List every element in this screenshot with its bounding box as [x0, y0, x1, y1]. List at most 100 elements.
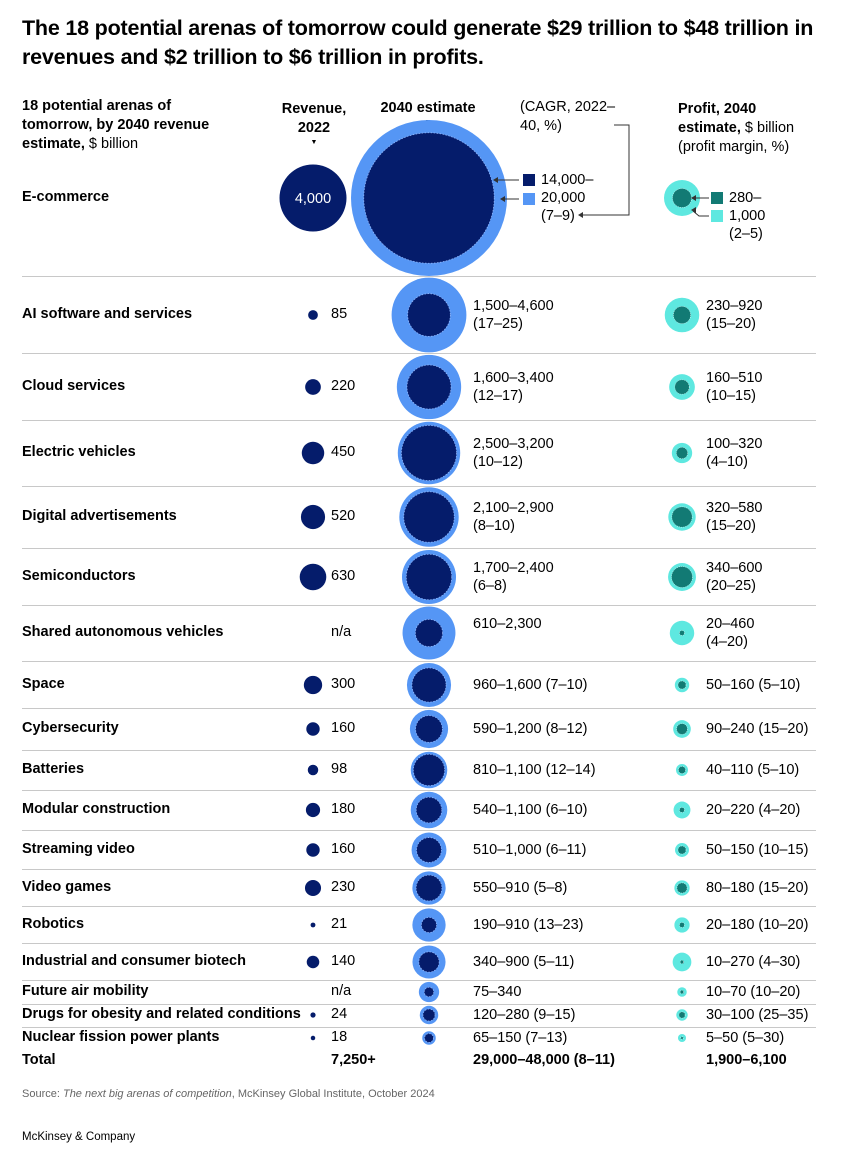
revenue-caret-icon: ▼	[310, 139, 318, 146]
profit-value: 340–600 (20–25)	[706, 559, 762, 595]
revenue-2022-bubble	[279, 164, 347, 232]
revenue-2022-value: 230	[331, 879, 356, 895]
arena-label: Electric vehicles	[22, 444, 136, 460]
legend-profit-low: 280–	[729, 190, 762, 206]
estimate-range: 120–280 (9–15)	[473, 1007, 576, 1023]
estimate-low-bubble	[405, 553, 453, 601]
estimate-value: 540–1,100 (6–10)	[473, 801, 588, 819]
estimate-value: 1,500–4,600 (17–25)	[473, 297, 554, 333]
profit-range: 50–150 (10–15)	[706, 842, 809, 858]
profit-value: 100–320 (4–10)	[706, 435, 762, 471]
profit-value: 30–100 (25–35)	[706, 1006, 808, 1024]
legend-light-teal-square	[711, 210, 723, 222]
chart-title: The 18 potential arenas of tomorrow coul…	[22, 16, 814, 69]
revenue-2022-bubble	[306, 722, 320, 736]
revenue-2022-bubble	[307, 764, 319, 776]
revenue-2022-bubble	[301, 441, 325, 465]
profit-low-bubble	[677, 845, 687, 855]
profit-low-bubble	[671, 506, 693, 528]
arena-label: Digital advertisements	[22, 508, 177, 524]
profit-margin: (10–15)	[706, 388, 756, 404]
estimate-low-bubble	[363, 132, 495, 264]
brand-logo: McKinsey & Company	[22, 1131, 136, 1143]
revenue-2022-value: 98	[331, 761, 348, 777]
arenas-header: 18 potential arenas of tomorrow, by 2040…	[22, 97, 232, 154]
legend-arrow-teal-icon	[691, 195, 696, 201]
profit-margin: (4–10)	[706, 454, 748, 470]
profit-value: 90–240 (15–20)	[706, 720, 808, 738]
estimate-range: 590–1,200 (8–12)	[473, 721, 588, 737]
legend-arrow-dark-icon	[493, 177, 498, 183]
estimate-range: 75–340	[473, 984, 522, 1000]
cagr-bracket	[582, 124, 630, 216]
estimate-range: 960–1,600 (7–10)	[473, 677, 588, 693]
source-note: Source: The next big arenas of competiti…	[22, 1088, 435, 1100]
profit-value: 50–150 (10–15)	[706, 841, 808, 859]
row-separator	[22, 486, 816, 487]
revenue-2022-value: 85	[331, 306, 348, 322]
estimate-low-bubble	[412, 753, 446, 787]
row-separator	[22, 661, 816, 662]
estimate-range: 1,500–4,600	[473, 298, 554, 314]
profit-value: 80–180 (15–20)	[706, 879, 808, 897]
profit-low-bubble	[676, 882, 688, 894]
estimate-range: 340–900 (5–11)	[473, 954, 575, 970]
revenue-2022-value: n/a	[331, 983, 352, 999]
row-separator	[22, 943, 816, 944]
profit-header-unit: $ billion (profit margin, %)	[678, 120, 795, 155]
estimate-cagr: (8–10)	[473, 518, 515, 534]
estimate-value: 340–900 (5–11)	[473, 953, 574, 971]
profit-value: 230–920 (15–20)	[706, 297, 762, 333]
arena-label: AI software and services	[22, 306, 193, 322]
estimate-range: 510–1,000 (6–11)	[473, 842, 587, 858]
total-label: Total	[22, 1052, 56, 1068]
legend-revenue-low: 14,000–	[541, 172, 594, 188]
profit-header-bold: Profit, 2040 estimate,	[678, 101, 757, 136]
revenue-2022-value: 520	[331, 508, 356, 524]
profit-range: 5–50 (5–30)	[706, 1030, 785, 1046]
revenue-2022-value: 300	[331, 676, 356, 692]
estimate-low-bubble	[423, 986, 435, 998]
revenue-2022-value: 18	[331, 1029, 348, 1045]
profit-low-bubble	[679, 959, 685, 965]
estimate-range: 550–910 (5–8)	[473, 880, 568, 896]
total-revenue: 7,250+	[331, 1052, 376, 1068]
legend-profit-margin: (2–5)	[729, 226, 763, 242]
profit-range: 340–600	[706, 560, 763, 576]
profit-value: 10–270 (4–30)	[706, 953, 800, 971]
profit-low-bubble	[676, 723, 688, 735]
row-separator	[22, 548, 816, 549]
profit-low-bubble	[671, 566, 693, 588]
row-separator	[22, 1027, 816, 1028]
arena-label: Future air mobility	[22, 983, 149, 999]
estimate-cagr: (12–17)	[473, 388, 523, 404]
row-separator	[22, 869, 816, 870]
row-separator	[22, 830, 816, 831]
profit-value: 20–180 (10–20)	[706, 916, 808, 934]
profit-range: 320–580	[706, 500, 763, 516]
revenue-2022-bubble	[306, 955, 320, 969]
profit-range: 30–100 (25–35)	[706, 1007, 809, 1023]
profit-low-bubble	[676, 447, 688, 459]
profit-range: 160–510	[706, 370, 763, 386]
source-title: The next big arenas of competition	[62, 1088, 232, 1100]
revenue-header-label: Revenue, 2022	[281, 101, 347, 136]
estimate-value: 65–150 (7–13)	[473, 1029, 567, 1047]
estimate-low-bubble	[401, 425, 457, 481]
estimate-low-bubble	[420, 916, 438, 934]
estimate-range: 2,500–3,200	[473, 436, 554, 452]
profit-range: 20–220 (4–20)	[706, 802, 801, 818]
estimate-low-bubble	[403, 491, 455, 543]
estimate-value: 2,500–3,200 (10–12)	[473, 435, 554, 471]
profit-range: 90–240 (15–20)	[706, 721, 809, 737]
estimate-range: 810–1,100 (12–14)	[473, 762, 596, 778]
legend-blue-square	[523, 193, 535, 205]
profit-margin: (20–25)	[706, 578, 756, 594]
profit-range: 230–920	[706, 298, 763, 314]
legend-dark-square	[523, 174, 535, 186]
profit-low-bubble	[672, 188, 692, 208]
profit-low-bubble	[673, 306, 691, 324]
revenue-2022-value: 180	[331, 801, 356, 817]
profit-low-bubble	[678, 1011, 686, 1019]
